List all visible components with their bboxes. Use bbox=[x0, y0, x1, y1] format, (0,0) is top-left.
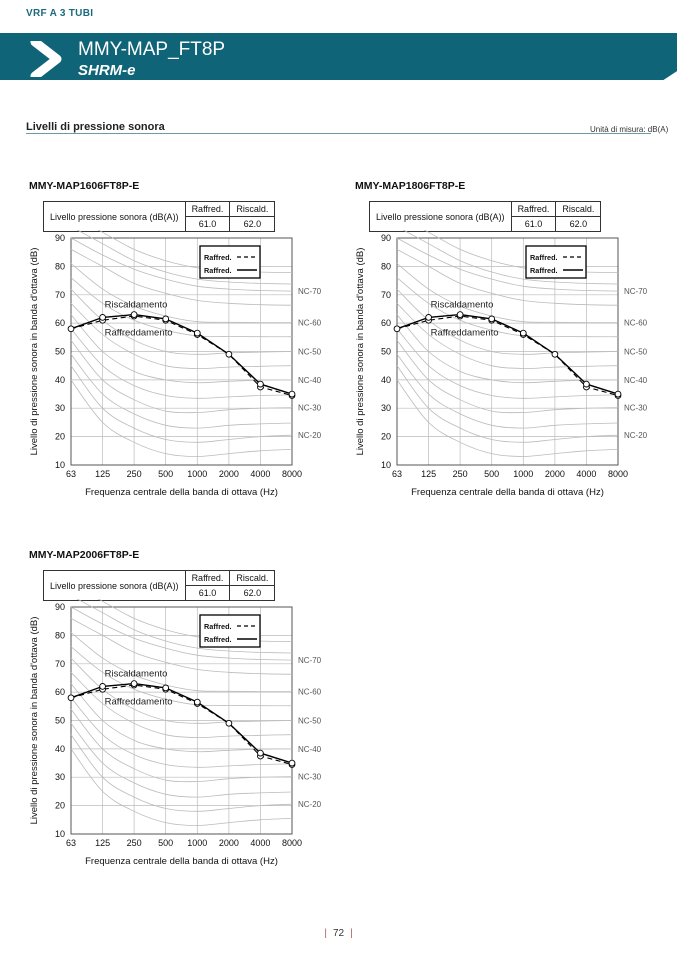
svg-text:70: 70 bbox=[55, 290, 65, 300]
svg-text:Frequenza centrale della banda: Frequenza centrale della banda di ottava… bbox=[411, 487, 604, 498]
svg-text:40: 40 bbox=[381, 375, 391, 385]
svg-text:70: 70 bbox=[381, 290, 391, 300]
svg-text:NC-60: NC-60 bbox=[624, 319, 648, 328]
svg-text:2000: 2000 bbox=[219, 838, 239, 848]
svg-text:Frequenza centrale della banda: Frequenza centrale della banda di ottava… bbox=[85, 856, 278, 867]
svg-text:NC-70: NC-70 bbox=[298, 287, 322, 296]
svg-text:60: 60 bbox=[381, 318, 391, 328]
svg-text:Livello di pressione sonora in: Livello di pressione sonora in banda d'o… bbox=[29, 617, 40, 825]
svg-text:90: 90 bbox=[55, 233, 65, 243]
svg-text:40: 40 bbox=[55, 375, 65, 385]
svg-text:NC-70: NC-70 bbox=[298, 656, 322, 665]
svg-text:60: 60 bbox=[55, 687, 65, 697]
svg-text:Raffred.: Raffred. bbox=[204, 266, 232, 275]
svg-text:30: 30 bbox=[55, 772, 65, 782]
svg-text:Frequenza centrale della banda: Frequenza centrale della banda di ottava… bbox=[85, 487, 278, 498]
svg-text:63: 63 bbox=[66, 469, 76, 479]
svg-text:NC-40: NC-40 bbox=[624, 376, 648, 385]
svg-text:63: 63 bbox=[66, 838, 76, 848]
svg-text:8000: 8000 bbox=[282, 838, 302, 848]
svg-text:125: 125 bbox=[95, 469, 110, 479]
svg-text:Raffred.: Raffred. bbox=[530, 253, 558, 262]
svg-text:30: 30 bbox=[55, 403, 65, 413]
svg-text:500: 500 bbox=[158, 469, 173, 479]
svg-text:NC-50: NC-50 bbox=[298, 717, 322, 726]
svg-text:250: 250 bbox=[453, 469, 468, 479]
svg-text:Raffreddamento: Raffreddamento bbox=[431, 327, 499, 338]
svg-text:20: 20 bbox=[55, 432, 65, 442]
svg-text:125: 125 bbox=[421, 469, 436, 479]
svg-text:Riscaldamento: Riscaldamento bbox=[105, 299, 168, 310]
svg-text:Raffred.: Raffred. bbox=[530, 266, 558, 275]
svg-text:10: 10 bbox=[55, 829, 65, 839]
svg-text:500: 500 bbox=[158, 838, 173, 848]
svg-text:4000: 4000 bbox=[576, 469, 596, 479]
svg-text:4000: 4000 bbox=[250, 838, 270, 848]
svg-text:60: 60 bbox=[55, 318, 65, 328]
svg-text:NC-20: NC-20 bbox=[298, 800, 322, 809]
svg-text:250: 250 bbox=[127, 838, 142, 848]
svg-text:Raffred.: Raffred. bbox=[204, 622, 232, 631]
svg-text:80: 80 bbox=[55, 261, 65, 271]
svg-text:1000: 1000 bbox=[513, 469, 533, 479]
svg-text:NC-30: NC-30 bbox=[298, 773, 322, 782]
svg-text:20: 20 bbox=[55, 801, 65, 811]
svg-text:NC-40: NC-40 bbox=[298, 376, 322, 385]
svg-text:NC-70: NC-70 bbox=[624, 287, 648, 296]
svg-text:NC-20: NC-20 bbox=[624, 431, 648, 440]
svg-text:50: 50 bbox=[55, 347, 65, 357]
svg-text:2000: 2000 bbox=[545, 469, 565, 479]
svg-text:4000: 4000 bbox=[250, 469, 270, 479]
svg-text:63: 63 bbox=[392, 469, 402, 479]
svg-text:1000: 1000 bbox=[187, 838, 207, 848]
svg-text:70: 70 bbox=[55, 659, 65, 669]
svg-text:Raffreddamento: Raffreddamento bbox=[105, 696, 173, 707]
svg-text:250: 250 bbox=[127, 469, 142, 479]
svg-text:NC-30: NC-30 bbox=[298, 404, 322, 413]
svg-text:10: 10 bbox=[55, 460, 65, 470]
svg-text:50: 50 bbox=[55, 716, 65, 726]
svg-text:10: 10 bbox=[381, 460, 391, 470]
svg-text:90: 90 bbox=[381, 233, 391, 243]
svg-text:NC-60: NC-60 bbox=[298, 688, 322, 697]
svg-text:90: 90 bbox=[55, 602, 65, 612]
svg-text:NC-50: NC-50 bbox=[624, 348, 648, 357]
svg-text:8000: 8000 bbox=[282, 469, 302, 479]
svg-text:2000: 2000 bbox=[219, 469, 239, 479]
svg-text:Livello di pressione sonora in: Livello di pressione sonora in banda d'o… bbox=[355, 248, 366, 456]
svg-text:Riscaldamento: Riscaldamento bbox=[431, 299, 494, 310]
svg-text:Raffred.: Raffred. bbox=[204, 253, 232, 262]
svg-text:NC-30: NC-30 bbox=[624, 404, 648, 413]
svg-text:80: 80 bbox=[381, 261, 391, 271]
svg-text:20: 20 bbox=[381, 432, 391, 442]
svg-text:NC-40: NC-40 bbox=[298, 745, 322, 754]
svg-text:8000: 8000 bbox=[608, 469, 628, 479]
svg-text:Raffreddamento: Raffreddamento bbox=[105, 327, 173, 338]
svg-text:Riscaldamento: Riscaldamento bbox=[105, 668, 168, 679]
svg-text:50: 50 bbox=[381, 347, 391, 357]
svg-text:NC-50: NC-50 bbox=[298, 348, 322, 357]
svg-text:Livello di pressione sonora in: Livello di pressione sonora in banda d'o… bbox=[29, 248, 40, 456]
svg-text:80: 80 bbox=[55, 630, 65, 640]
svg-text:30: 30 bbox=[381, 403, 391, 413]
svg-text:125: 125 bbox=[95, 838, 110, 848]
svg-text:40: 40 bbox=[55, 744, 65, 754]
svg-text:1000: 1000 bbox=[187, 469, 207, 479]
svg-text:NC-20: NC-20 bbox=[298, 431, 322, 440]
svg-text:NC-60: NC-60 bbox=[298, 319, 322, 328]
svg-text:500: 500 bbox=[484, 469, 499, 479]
svg-text:Raffred.: Raffred. bbox=[204, 635, 232, 644]
